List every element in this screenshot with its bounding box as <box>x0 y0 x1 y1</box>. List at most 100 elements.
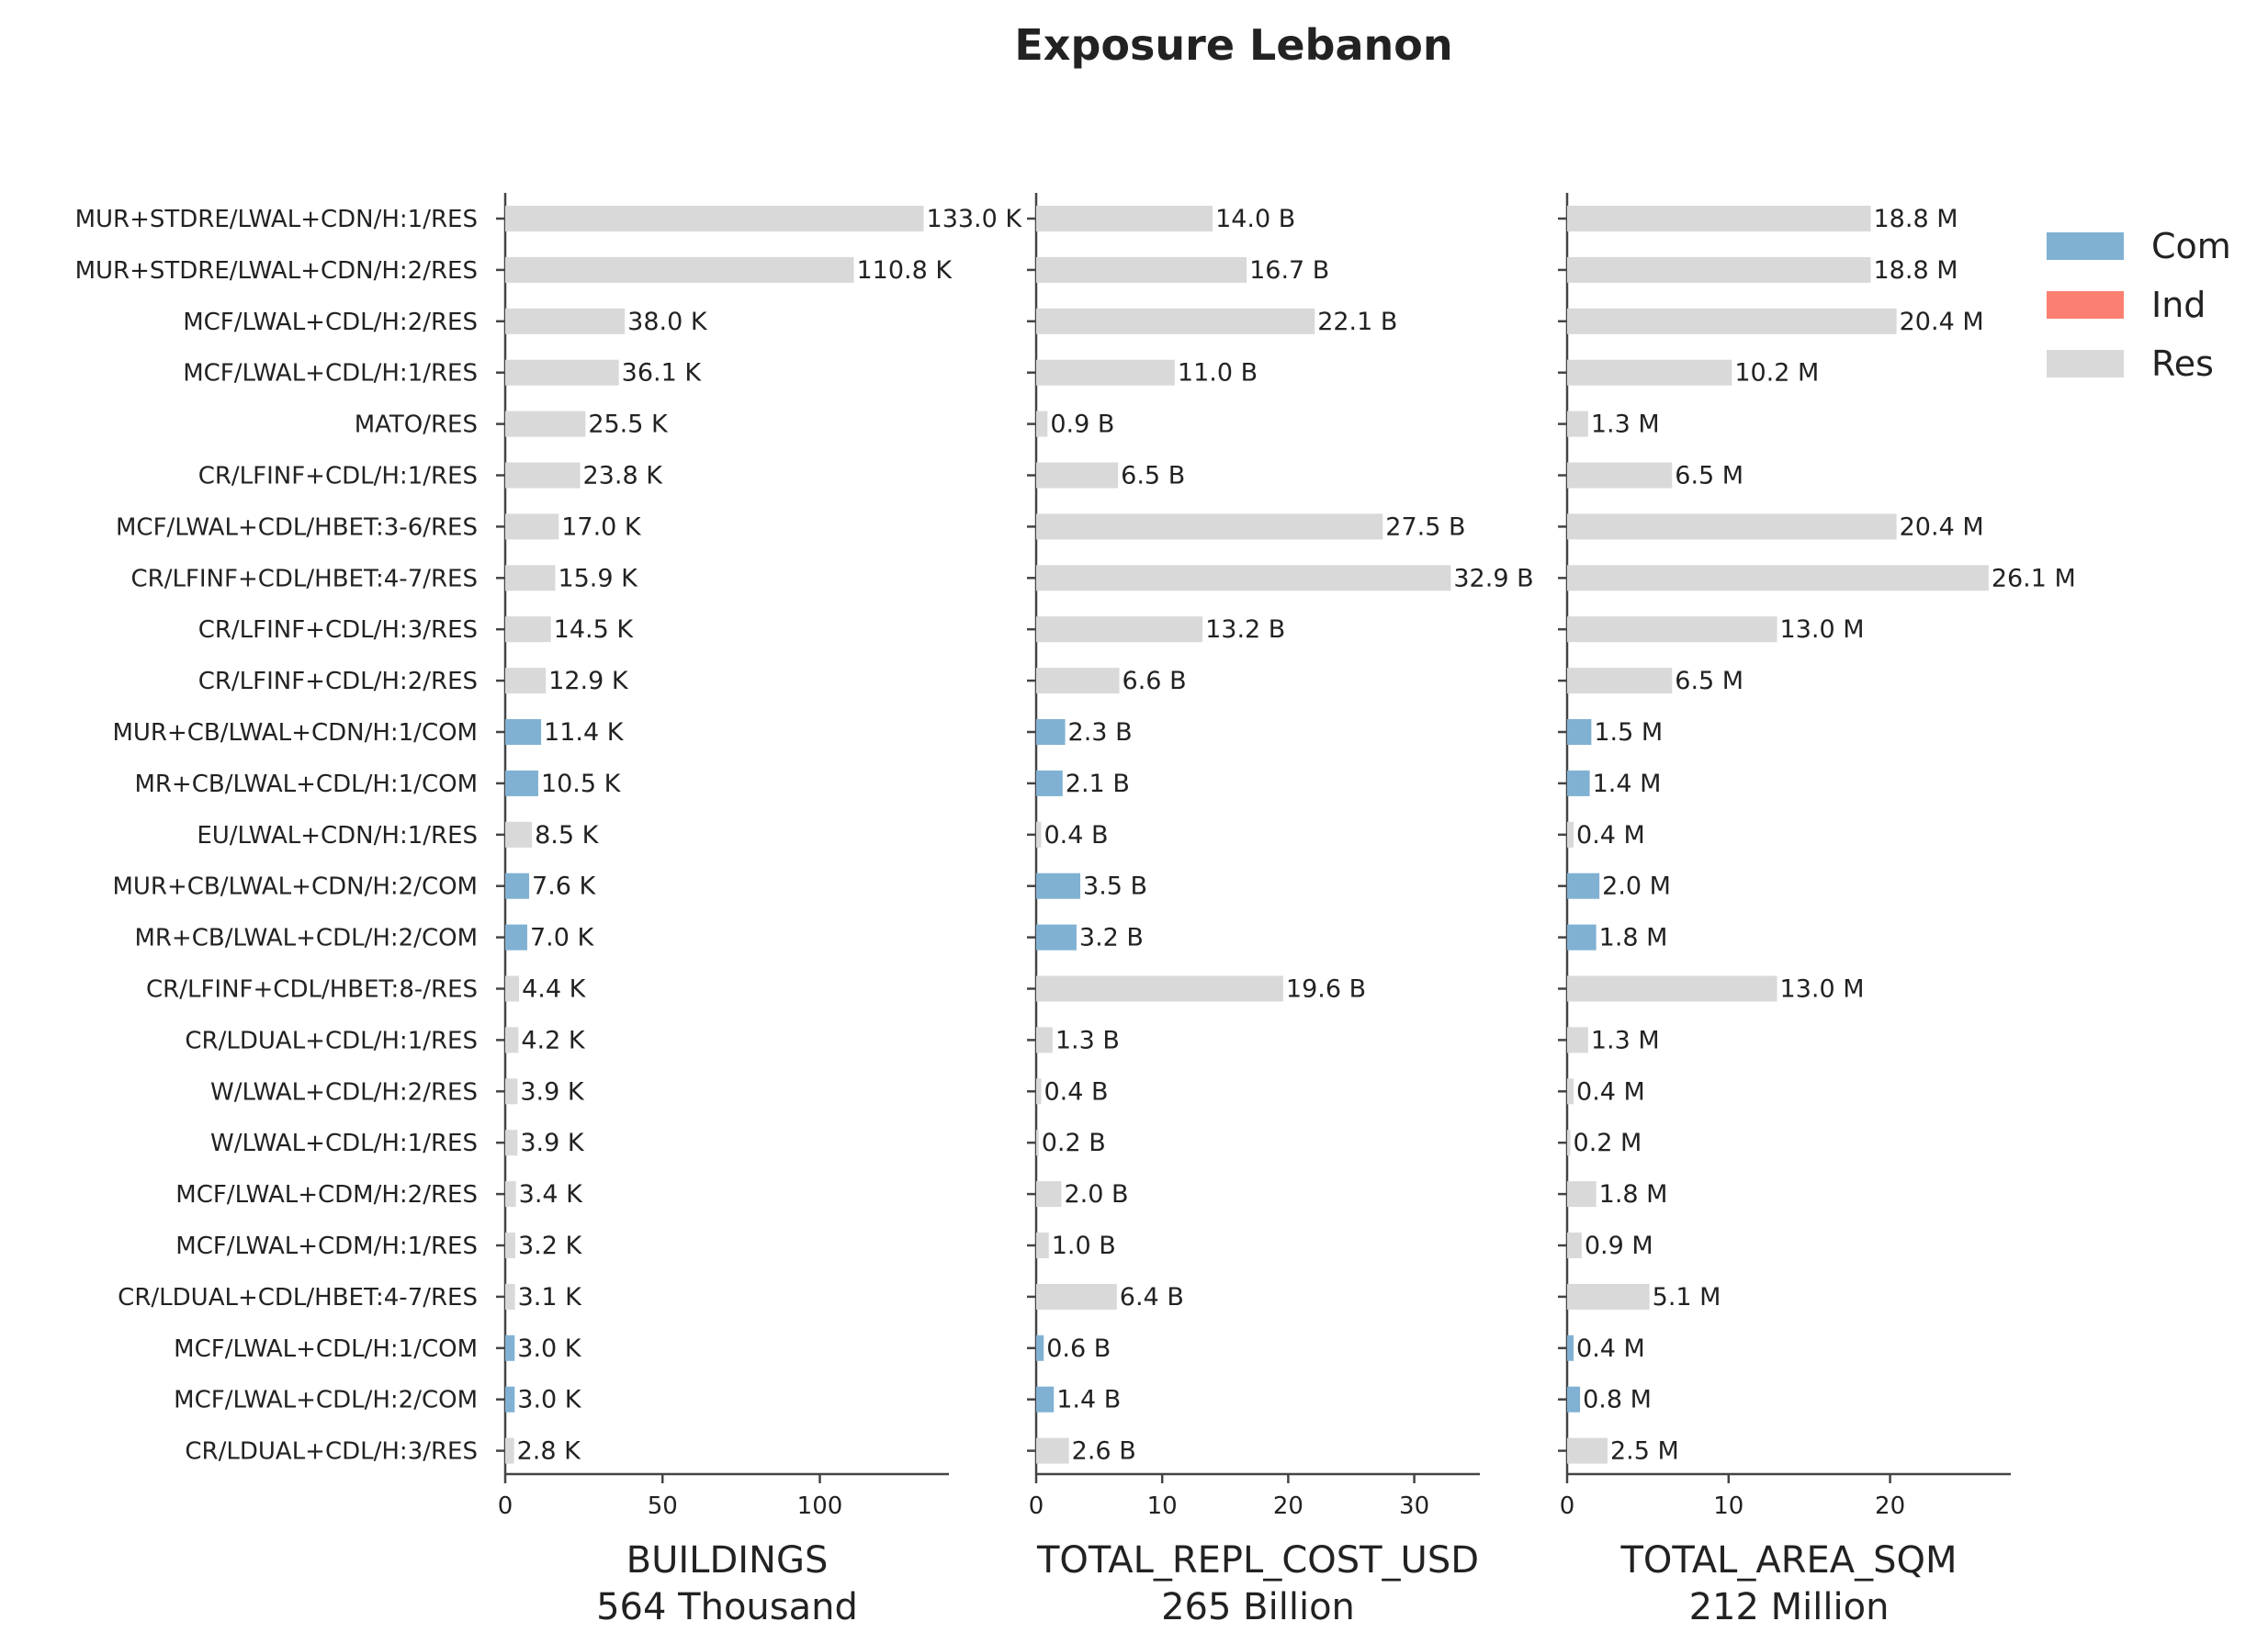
bar <box>505 513 559 540</box>
bar <box>505 1283 515 1310</box>
data-label: 2.8 K <box>517 1437 582 1466</box>
data-label: 26.1 M <box>1992 564 2076 592</box>
bar <box>1567 1078 1574 1105</box>
category-label: CR/LFINF+CDL/H:1/RES <box>198 463 478 490</box>
bar <box>505 770 538 796</box>
bar <box>505 256 854 283</box>
data-label: 0.2 M <box>1574 1129 1642 1157</box>
data-label: 38.0 K <box>627 308 708 336</box>
data-label: 3.4 K <box>519 1180 584 1209</box>
bar <box>505 1027 519 1053</box>
x-tick-label: 10 <box>1713 1492 1743 1520</box>
data-label: 3.0 K <box>517 1334 582 1363</box>
data-label: 16.7 B <box>1249 256 1329 285</box>
bar <box>505 719 542 745</box>
data-label: 3.5 B <box>1083 873 1147 901</box>
data-label: 1.8 M <box>1599 1180 1668 1209</box>
data-label: 10.5 K <box>541 770 622 798</box>
data-label: 2.3 B <box>1068 718 1133 747</box>
data-label: 4.4 K <box>522 975 587 1004</box>
bar <box>505 1386 515 1413</box>
category-label: CR/LDUAL+CDL/HBET:4-7/RES <box>118 1284 478 1312</box>
bar <box>1036 821 1042 848</box>
data-label: 2.6 B <box>1072 1437 1136 1466</box>
legend-label: Com <box>2151 226 2231 266</box>
bar <box>1567 206 1871 231</box>
x-axis-label: BUILDINGS <box>626 1539 829 1582</box>
data-label: 13.2 B <box>1205 615 1285 644</box>
bar <box>1567 359 1732 386</box>
data-label: 20.4 M <box>1900 308 1984 336</box>
bar <box>1036 924 1077 951</box>
bar <box>1036 1130 1039 1156</box>
bar <box>1567 308 1897 334</box>
bar <box>1567 770 1590 796</box>
bar <box>505 1130 518 1156</box>
data-label: 1.0 B <box>1052 1232 1116 1260</box>
bar <box>1036 1283 1117 1310</box>
bar <box>1567 565 1989 591</box>
category-label: MUR+CB/LWAL+CDN/H:1/COM <box>112 719 478 747</box>
data-label: 1.3 M <box>1591 411 1660 439</box>
data-label: 133.0 K <box>927 205 1023 233</box>
data-label: 36.1 K <box>622 359 703 388</box>
data-label: 1.5 M <box>1594 718 1663 747</box>
data-label: 0.2 B <box>1042 1129 1106 1157</box>
data-label: 0.8 M <box>1583 1386 1652 1414</box>
x-axis-label: TOTAL_AREA_SQM <box>1619 1539 1957 1582</box>
bar <box>1567 1130 1571 1156</box>
bar <box>1567 1181 1597 1208</box>
bar <box>1036 1437 1069 1464</box>
bar <box>1036 616 1203 643</box>
category-label: MR+CB/LWAL+CDL/H:1/COM <box>134 771 478 798</box>
bar <box>1036 873 1081 899</box>
data-label: 0.4 M <box>1576 1077 1645 1106</box>
bar <box>1036 256 1247 283</box>
category-label: W/LWAL+CDL/H:1/RES <box>210 1130 478 1157</box>
legend-swatch <box>2047 291 2124 319</box>
x-tick-label: 0 <box>498 1492 513 1520</box>
bar <box>1567 975 1777 1002</box>
data-label: 11.4 K <box>544 718 625 747</box>
data-label: 2.5 M <box>1610 1437 1679 1466</box>
chart-title: Exposure Lebanon <box>1014 20 1452 70</box>
data-label: 2.1 B <box>1066 770 1130 798</box>
bar <box>505 1334 515 1361</box>
bar <box>1567 256 1871 283</box>
data-label: 3.0 K <box>517 1386 582 1414</box>
data-label: 3.2 K <box>518 1232 583 1260</box>
bar <box>1567 616 1777 643</box>
bar <box>1036 359 1175 386</box>
data-label: 32.9 B <box>1453 564 1533 592</box>
data-label: 14.0 B <box>1215 205 1295 233</box>
category-label: MCF/LWAL+CDM/H:1/RES <box>175 1233 478 1260</box>
bar <box>1036 411 1048 437</box>
bar <box>505 308 626 334</box>
data-label: 3.1 K <box>518 1283 583 1312</box>
data-label: 25.5 K <box>588 411 669 439</box>
data-label: 2.0 B <box>1064 1180 1128 1209</box>
plot-area: 133.0 K MUR+STDRE/LWAL+CDN/H:1/RES 110.8 K… <box>75 193 2076 1628</box>
data-label: 110.8 K <box>856 256 953 285</box>
x-tick-label: 20 <box>1875 1492 1905 1520</box>
bar <box>505 411 586 437</box>
bar <box>1567 821 1574 848</box>
data-label: 0.6 B <box>1046 1334 1111 1363</box>
bar <box>1036 1386 1055 1413</box>
data-label: 18.8 M <box>1874 205 1958 233</box>
bar <box>1567 1386 1581 1413</box>
legend-label: Ind <box>2151 285 2206 325</box>
bar <box>505 1437 514 1464</box>
data-label: 1.4 M <box>1593 770 1662 798</box>
x-tick-label: 10 <box>1147 1492 1178 1520</box>
bar <box>1567 513 1897 540</box>
data-label: 13.0 M <box>1780 615 1865 644</box>
legend-swatch <box>2047 232 2124 260</box>
bar <box>505 616 551 643</box>
bar <box>1036 975 1283 1002</box>
bar <box>1036 1334 1044 1361</box>
bar <box>1036 668 1120 694</box>
category-label: MUR+STDRE/LWAL+CDN/H:2/RES <box>75 257 478 285</box>
bar <box>1036 770 1063 796</box>
category-label: CR/LDUAL+CDL/H:1/RES <box>185 1027 478 1054</box>
